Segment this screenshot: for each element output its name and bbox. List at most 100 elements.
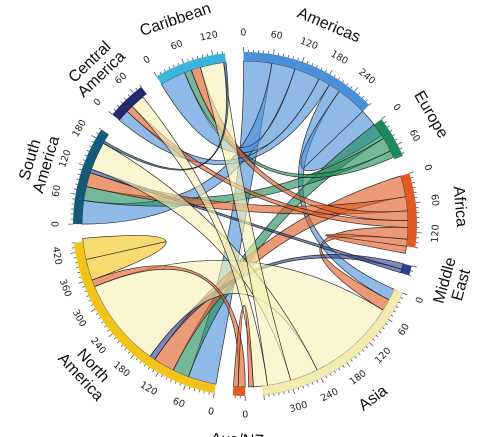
tick-mark-north-america-120 <box>155 372 159 377</box>
tick-mark-caribbean-30 <box>168 66 171 70</box>
tick-mark-central-america-70 <box>135 87 138 91</box>
tick-mark-middle-east-10 <box>410 270 414 272</box>
tick-mark-north-america-130 <box>152 369 155 373</box>
tick-mark-americas-190 <box>333 74 336 78</box>
tick-mark-asia-310 <box>288 390 290 393</box>
segment-arc-central-america <box>112 86 147 121</box>
tick-mark-europe-0 <box>381 115 386 120</box>
segment-label-asia: Asia <box>355 382 390 414</box>
segment-arc-asia <box>262 288 403 396</box>
tick-mark-middle-east-0 <box>411 265 417 268</box>
chords-layer <box>81 60 409 388</box>
tick-label-north-america-420: 420 <box>50 246 64 266</box>
tick-mark-americas-150 <box>316 65 318 68</box>
tick-mark-south-america-190 <box>96 132 99 135</box>
segment-label-middle-east: MiddleEast <box>430 255 476 310</box>
tick-mark-north-america-270 <box>101 321 104 324</box>
tick-label-americas-180: 180 <box>329 49 350 68</box>
tick-mark-asia-10 <box>400 297 403 299</box>
segment-label-aus-nz: Aus/NZ <box>210 430 264 437</box>
tick-mark-europe-60 <box>397 141 403 145</box>
tick-mark-central-america-0 <box>108 111 113 115</box>
tick-mark-americas-180 <box>329 69 333 75</box>
tick-label-asia-240: 240 <box>319 386 340 404</box>
tick-mark-asia-100 <box>375 334 379 338</box>
segment-arc-north-america <box>74 241 216 394</box>
tick-mark-north-america-100 <box>165 377 168 380</box>
tick-mark-asia-40 <box>393 310 396 313</box>
tick-mark-south-america-180 <box>91 135 97 139</box>
tick-label-americas-240: 240 <box>356 67 377 87</box>
tick-mark-americas-60 <box>273 49 275 55</box>
tick-mark-north-america-340 <box>84 290 87 293</box>
tick-mark-europe-40 <box>392 134 395 137</box>
tick-mark-north-america-320 <box>88 299 91 302</box>
tick-mark-americas-90 <box>287 54 290 58</box>
tick-label-south-america-0: 0 <box>48 221 59 227</box>
tick-label-north-america-0: 0 <box>207 406 215 418</box>
tick-mark-americas-210 <box>342 80 345 83</box>
tick-mark-europe-30 <box>389 129 393 132</box>
tick-mark-south-america-200 <box>98 127 102 130</box>
tick-mark-americas-80 <box>282 53 285 57</box>
tick-mark-south-america-130 <box>82 159 86 161</box>
tick-mark-asia-50 <box>390 314 394 317</box>
tick-mark-americas-260 <box>361 95 365 99</box>
tick-mark-asia-110 <box>372 338 375 342</box>
tick-label-north-america-180: 180 <box>111 360 132 380</box>
tick-mark-north-america-170 <box>135 358 138 361</box>
segments-layer <box>67 47 422 402</box>
tick-mark-south-america-100 <box>77 173 81 176</box>
tick-mark-south-america-70 <box>74 188 77 190</box>
tick-label-asia-180: 180 <box>348 368 369 388</box>
tick-mark-americas-250 <box>358 92 361 95</box>
tick-mark-caribbean-10 <box>159 71 162 75</box>
tick-mark-caribbean-110 <box>206 53 209 57</box>
tick-mark-caribbean-50 <box>177 62 180 66</box>
tick-label-asia-120: 120 <box>373 345 393 366</box>
tick-mark-central-america-40 <box>123 97 127 101</box>
tick-mark-south-america-110 <box>79 168 82 171</box>
chord-aus-nz-to-asia <box>232 305 254 388</box>
tick-mark-europe-10 <box>384 121 387 124</box>
tick-label-asia-60: 60 <box>396 322 412 338</box>
tick-mark-middle-east-20 <box>408 275 412 277</box>
tick-mark-caribbean-100 <box>201 54 204 58</box>
tick-mark-asia-60 <box>387 318 393 323</box>
tick-label-north-america-120: 120 <box>138 380 159 399</box>
tick-mark-caribbean-60 <box>181 58 185 64</box>
tick-label-caribbean-60: 60 <box>169 38 184 53</box>
tick-mark-north-america-80 <box>174 381 177 385</box>
tick-mark-north-america-420 <box>70 252 76 254</box>
tick-mark-asia-120 <box>369 342 374 347</box>
tick-label-asia-0: 0 <box>414 296 427 306</box>
tick-mark-north-america-90 <box>170 379 172 382</box>
tick-mark-north-america-310 <box>90 304 94 307</box>
chord-asia-to-caribbean <box>199 62 292 386</box>
tick-label-north-america-60: 60 <box>171 396 186 411</box>
segment-arc-middle-east <box>400 263 412 276</box>
tick-mark-americas-240 <box>354 87 359 92</box>
tick-mark-central-america-80 <box>139 84 142 88</box>
segment-arc-south-america <box>72 129 109 225</box>
segment-label-africa: Africa <box>450 185 470 227</box>
tick-mark-central-america-20 <box>116 104 120 108</box>
tick-mark-asia-200 <box>338 368 341 371</box>
tick-label-aus-nz-0: 0 <box>242 409 248 420</box>
segment-arc-caribbean <box>156 53 226 85</box>
tick-mark-asia-290 <box>297 387 300 391</box>
chord-americas-to-americas <box>300 90 383 172</box>
tick-mark-north-america-40 <box>193 388 196 392</box>
tick-mark-north-america-220 <box>117 340 120 344</box>
tick-mark-north-america-50 <box>188 386 191 390</box>
tick-mark-asia-230 <box>325 375 328 379</box>
tick-mark-north-america-20 <box>203 391 205 394</box>
tick-mark-africa-30 <box>413 186 416 189</box>
tick-mark-north-america-60 <box>183 385 186 391</box>
tick-label-americas-60: 60 <box>270 29 284 42</box>
tick-mark-europe-50 <box>394 138 398 141</box>
tick-label-africa-60: 60 <box>428 194 440 207</box>
tick-mark-north-america-30 <box>198 389 201 393</box>
tick-mark-americas-170 <box>325 69 327 73</box>
